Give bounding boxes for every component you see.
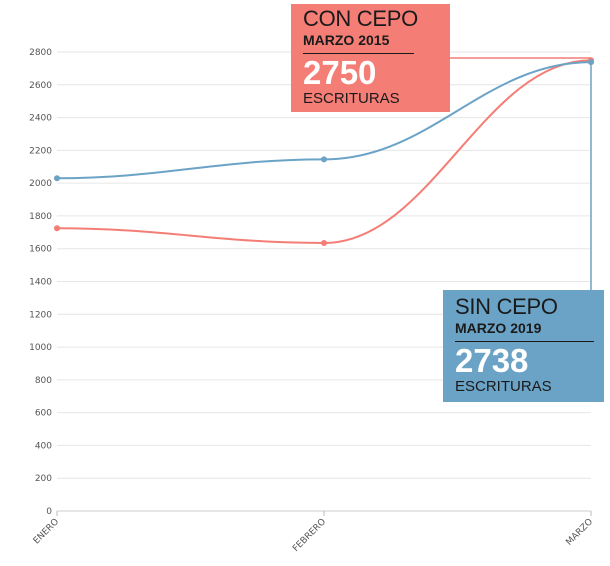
y-tick-label: 1400 <box>29 278 52 288</box>
sin-cepo-value: 2738 <box>455 342 529 379</box>
con-cepo-unit: ESCRITURAS <box>303 90 400 107</box>
y-tick-label: 2400 <box>29 114 52 124</box>
data-point-con-cepo <box>54 225 60 232</box>
y-tick-label: 1200 <box>29 310 52 320</box>
con-cepo-divider <box>303 53 414 54</box>
sin-cepo-divider <box>455 341 594 342</box>
con-cepo-title: CON CEPO <box>303 6 418 31</box>
x-tick-label: ENERO <box>32 517 61 546</box>
data-point-sin-cepo <box>588 59 594 66</box>
sin-cepo-callout: SIN CEPO MARZO 2019 2738 ESCRITURAS <box>443 290 604 402</box>
con-cepo-callout: CON CEPO MARZO 2015 2750 ESCRITURAS <box>291 4 450 112</box>
data-point-sin-cepo <box>321 156 327 163</box>
y-tick-label: 1800 <box>29 212 52 222</box>
y-tick-label: 2200 <box>29 146 52 156</box>
con-cepo-value: 2750 <box>303 54 377 91</box>
series-points <box>54 57 594 246</box>
callout-leaders <box>450 57 592 290</box>
sin-cepo-subtitle: MARZO 2019 <box>455 320 542 336</box>
sin-cepo-title: SIN CEPO <box>455 294 558 319</box>
y-tick-label: 2000 <box>29 179 52 189</box>
sin-cepo-unit: ESCRITURAS <box>455 378 552 395</box>
x-axis-ticks: ENERO FEBRERO MARZO <box>32 511 595 554</box>
y-tick-label: 600 <box>35 409 52 419</box>
data-point-con-cepo <box>321 239 327 246</box>
y-tick-label: 2600 <box>29 81 52 91</box>
x-tick-label: MARZO <box>564 517 595 548</box>
y-axis-ticks: 0 200 400 600 800 1000 1200 1400 1600 1800 2000 220… <box>29 48 52 517</box>
y-tick-label: 400 <box>35 441 52 451</box>
series-line-con-cepo <box>56 59 592 244</box>
x-tick-label: FEBRERO <box>291 517 328 554</box>
con-cepo-subtitle: MARZO 2015 <box>303 32 390 48</box>
y-tick-label: 1000 <box>29 343 52 353</box>
y-tick-label: 800 <box>35 376 52 386</box>
data-point-sin-cepo <box>54 175 60 182</box>
y-tick-label: 200 <box>35 474 52 484</box>
y-tick-label: 2800 <box>29 48 52 58</box>
y-tick-label: 0 <box>46 507 52 517</box>
gridlines <box>57 51 591 512</box>
y-tick-label: 1600 <box>29 245 52 255</box>
